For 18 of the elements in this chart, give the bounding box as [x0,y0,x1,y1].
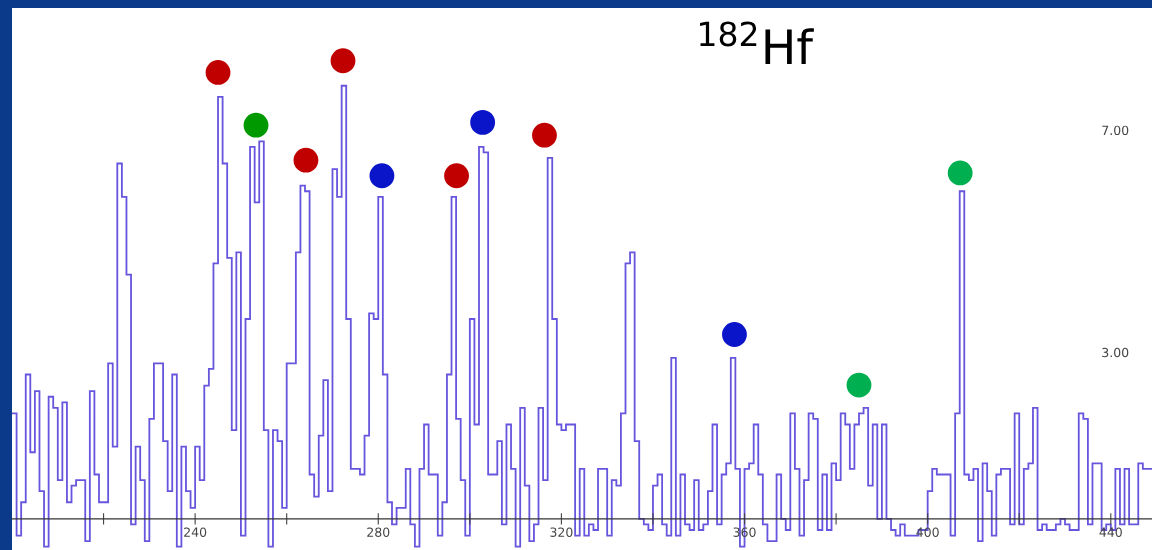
x-tick-label: 240 [184,527,207,537]
point [470,109,496,135]
point [330,48,356,74]
point [205,60,231,85]
x-tick-label: 440 [1099,527,1122,537]
point [846,372,872,398]
point [947,160,973,186]
point [293,147,319,173]
y-tick-label: 7.00 [1102,125,1129,136]
x-tick-label: 280 [367,527,390,537]
point [444,163,469,189]
point [722,322,747,347]
point [532,122,557,148]
y-tick-label: 3.00 [1102,347,1129,358]
x-tick-label: 320 [550,527,573,537]
point [243,112,269,138]
point [369,163,395,189]
annotation: $^{182}$Hf [700,21,814,65]
